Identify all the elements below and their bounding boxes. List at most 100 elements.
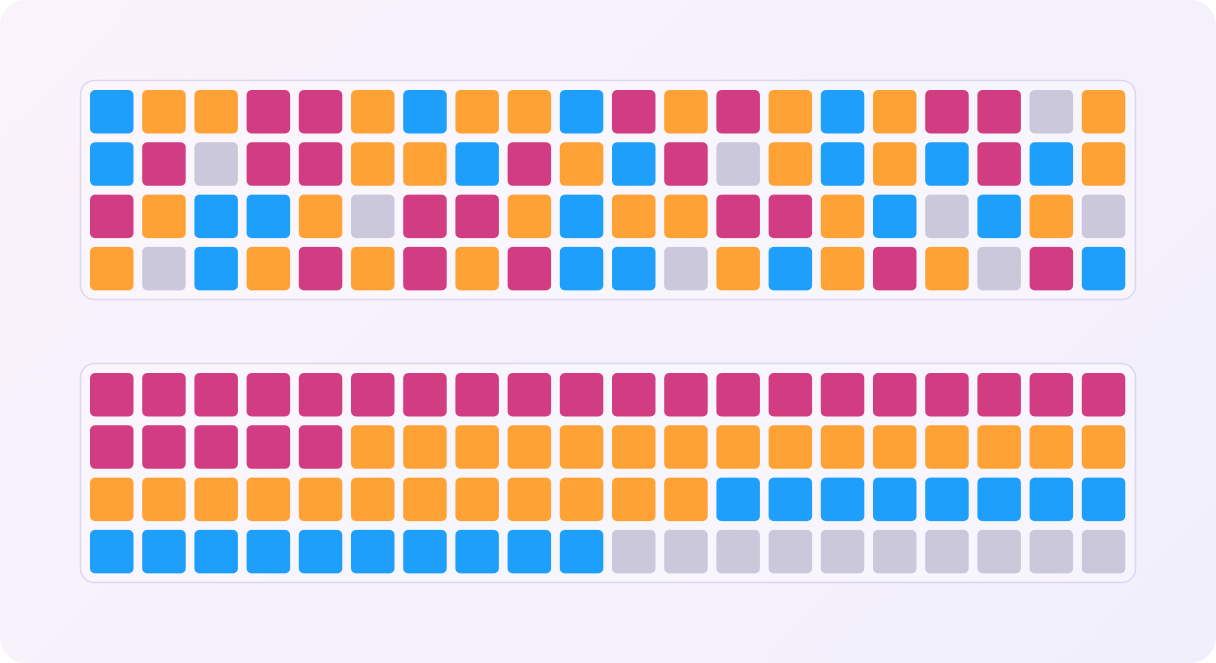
cell	[559, 142, 604, 186]
cell	[90, 477, 134, 522]
cell	[977, 90, 1021, 134]
cell	[142, 373, 186, 417]
cell	[716, 142, 760, 186]
cell	[977, 425, 1021, 469]
cell	[873, 90, 917, 134]
cell	[820, 529, 865, 574]
cell	[820, 246, 865, 291]
cell	[455, 477, 499, 522]
cell	[768, 194, 813, 239]
cell	[507, 194, 552, 239]
cell	[142, 529, 186, 574]
cell	[925, 529, 969, 574]
cell	[612, 246, 656, 291]
cell	[664, 90, 708, 134]
cell	[873, 425, 917, 469]
cell	[351, 90, 395, 134]
grid-frame	[79, 79, 1137, 301]
cell	[507, 142, 552, 186]
cell	[507, 529, 552, 574]
cell	[612, 477, 656, 522]
cell	[664, 194, 708, 239]
cell	[612, 425, 656, 469]
grid-frame	[79, 362, 1137, 584]
cell	[194, 142, 238, 186]
cell	[90, 373, 134, 417]
cell	[716, 425, 760, 469]
cell	[559, 246, 604, 291]
cell	[298, 246, 343, 291]
cell	[1029, 142, 1074, 186]
cell	[351, 477, 395, 522]
cell	[664, 529, 708, 574]
cell	[559, 373, 604, 417]
cell	[977, 142, 1021, 186]
cell	[351, 194, 395, 239]
cell	[1081, 194, 1126, 239]
cell	[977, 529, 1021, 574]
cell	[977, 477, 1021, 522]
cell	[768, 477, 813, 522]
cell	[612, 90, 656, 134]
cell	[925, 142, 969, 186]
cell	[142, 194, 186, 239]
cell	[90, 194, 134, 239]
cell	[246, 477, 291, 522]
cell	[194, 529, 238, 574]
cell	[351, 529, 395, 574]
cell	[298, 425, 343, 469]
cell	[403, 194, 447, 239]
cell	[925, 194, 969, 239]
cell	[768, 373, 813, 417]
cell	[142, 142, 186, 186]
cell	[455, 373, 499, 417]
cell	[90, 529, 134, 574]
cell	[664, 477, 708, 522]
cell	[142, 246, 186, 291]
cell	[507, 477, 552, 522]
cell	[977, 246, 1021, 291]
cell	[1081, 90, 1126, 134]
cell	[1081, 477, 1126, 522]
cell	[716, 90, 760, 134]
cell	[925, 425, 969, 469]
cell	[403, 477, 447, 522]
cell	[403, 529, 447, 574]
cell	[351, 425, 395, 469]
cell	[90, 142, 134, 186]
cell	[455, 246, 499, 291]
cell	[768, 529, 813, 574]
cell	[194, 194, 238, 239]
cell	[977, 373, 1021, 417]
cell	[246, 529, 291, 574]
cell	[873, 246, 917, 291]
cell	[664, 142, 708, 186]
cell	[142, 425, 186, 469]
cell	[559, 477, 604, 522]
cell	[403, 90, 447, 134]
cell	[559, 425, 604, 469]
cell	[664, 373, 708, 417]
cell	[455, 90, 499, 134]
cell	[351, 142, 395, 186]
cell	[612, 529, 656, 574]
cell	[403, 425, 447, 469]
cell	[1081, 373, 1126, 417]
cell	[716, 194, 760, 239]
cell	[820, 477, 865, 522]
cell	[403, 373, 447, 417]
cell	[820, 90, 865, 134]
cell	[298, 142, 343, 186]
cell	[716, 529, 760, 574]
cell	[873, 194, 917, 239]
cell	[455, 529, 499, 574]
cell	[90, 246, 134, 291]
cell	[768, 142, 813, 186]
cell	[820, 142, 865, 186]
cell	[298, 477, 343, 522]
cell	[1029, 194, 1074, 239]
cell	[351, 246, 395, 291]
cell	[194, 373, 238, 417]
cell	[559, 194, 604, 239]
